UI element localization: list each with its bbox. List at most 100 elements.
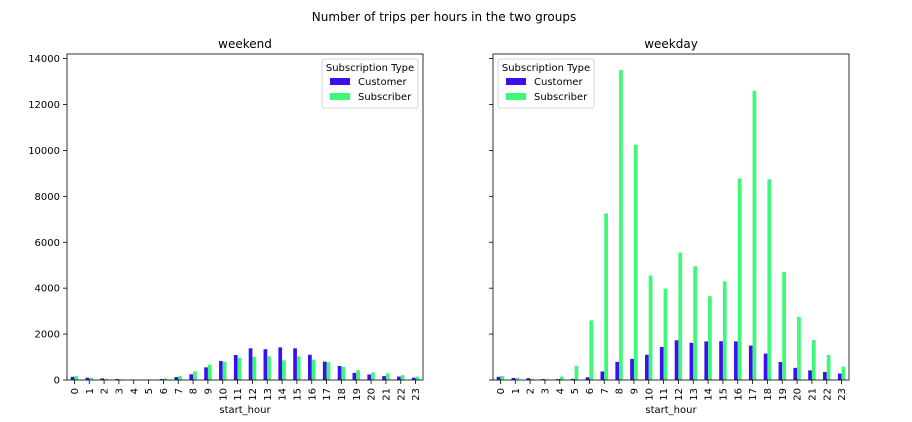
subscriber-bar-12 [252, 356, 257, 380]
axes-frame [492, 53, 850, 381]
customer-bar-17 [322, 361, 327, 380]
subscriber-bar-14 [282, 360, 286, 380]
x-tick-label: 5 [144, 388, 155, 394]
subscriber-bar-12 [678, 252, 683, 380]
subscriber-bar-2 [104, 378, 108, 380]
subscriber-bar-13 [693, 266, 697, 380]
x-axis-label: start_hour [645, 405, 697, 416]
x-tick-label: 15 [718, 388, 729, 401]
customer-bar-21 [382, 376, 386, 380]
legend: Subscription Type Customer Subscriber [497, 58, 595, 109]
customer-bar-7 [174, 377, 179, 380]
subscriber-bar-10 [222, 361, 227, 380]
subscriber-bar-17 [752, 90, 757, 380]
x-tick-label: 23 [837, 388, 848, 401]
subscriber-bar-9 [633, 144, 638, 380]
x-tick-label: 0 [70, 388, 81, 394]
subscriber-bar-10 [648, 275, 653, 380]
x-tick-label: 19 [352, 388, 363, 401]
x-tick-label: 4 [129, 388, 140, 394]
customer-bar-8 [189, 374, 194, 380]
customer-bar-10 [219, 360, 223, 380]
customer-bar-17 [748, 345, 753, 380]
x-tick-label: 6 [159, 388, 170, 394]
subscriber-bar-4 [559, 376, 564, 380]
customer-bar-23 [411, 377, 416, 380]
legend-label-customer: Customer [358, 77, 407, 88]
x-tick-label: 19 [778, 388, 789, 401]
subscriber-bar-22 [826, 354, 831, 380]
x-tick-label: 18 [337, 388, 348, 401]
y-tick-label: 4000 [35, 284, 60, 295]
customer-bar-19 [352, 372, 357, 380]
y-tick-label: 8000 [35, 192, 60, 203]
customer-bar-2 [100, 378, 105, 380]
x-tick-label: 14 [278, 388, 289, 401]
x-tick-label: 8 [615, 388, 626, 394]
customer-bar-1 [511, 377, 516, 380]
customer-bar-20 [793, 367, 798, 380]
subscriber-bar-1 [89, 377, 93, 380]
customer-bar-16 [734, 341, 738, 380]
weekend-chart: weekend 0 2000 4000 6000 8000 10000 12000 14000 0… [28, 37, 424, 416]
x-tick-label: 9 [629, 388, 640, 394]
x-tick-label: 10 [644, 388, 655, 401]
subscriber-bar-13 [267, 356, 271, 380]
x-tick-label: 8 [189, 388, 200, 394]
subscriber-bar-8 [619, 70, 623, 380]
legend-swatch-subscriber [506, 93, 526, 100]
customer-bar-12 [248, 348, 253, 380]
subscriber-bar-16 [311, 359, 316, 380]
customer-bar-23 [837, 373, 842, 380]
customer-bar-11 [233, 354, 238, 380]
subscriber-bar-23 [841, 366, 846, 380]
subscriber-bar-21 [811, 340, 816, 380]
customer-bar-13 [263, 349, 268, 380]
subscriber-bar-11 [663, 288, 668, 380]
customer-bar-2 [526, 378, 531, 380]
subscriber-bar-5 [574, 365, 579, 380]
customer-bar-8 [615, 361, 620, 380]
subscriber-bar-20 [371, 372, 375, 380]
x-tick-label: 13 [689, 388, 700, 401]
x-tick-label: 5 [570, 388, 581, 394]
customer-bar-9 [630, 358, 634, 380]
customer-bar-22 [397, 376, 401, 380]
customer-bar-13 [689, 342, 694, 380]
subscriber-bar-8 [193, 371, 197, 380]
y-tick-label: 10000 [28, 146, 60, 157]
x-axis-label: start_hour [219, 405, 271, 416]
x-tick-label: 7 [600, 388, 611, 394]
x-tick-label: 11 [659, 388, 670, 401]
x-tick-label: 21 [381, 388, 392, 401]
customer-bar-14 [704, 341, 709, 380]
customer-bar-7 [600, 371, 605, 380]
x-tick-label: 2 [100, 388, 111, 394]
legend-title: Subscription Type [502, 63, 590, 74]
legend-label-subscriber: Subscriber [534, 92, 588, 103]
customer-bar-21 [808, 370, 812, 380]
customer-bar-0 [70, 376, 75, 380]
x-tick-label: 1 [511, 388, 522, 394]
customer-bar-12 [674, 340, 679, 380]
y-tick-label: 14000 [28, 54, 60, 65]
customer-bar-6 [159, 379, 164, 380]
subplot-title: weekend [218, 37, 272, 51]
subscriber-bar-17 [326, 362, 331, 380]
customer-bar-3 [541, 379, 545, 380]
x-tick-label: 20 [793, 388, 804, 401]
x-tick-label: 9 [203, 388, 214, 394]
subplot-title: weekday [644, 37, 698, 51]
customer-bar-9 [204, 367, 208, 380]
subscriber-bar-0 [74, 376, 79, 380]
x-tick-label: 17 [322, 388, 333, 401]
x-tick-label: 15 [292, 388, 303, 401]
subscriber-bar-20 [797, 316, 801, 380]
subscriber-bar-22 [400, 375, 405, 380]
legend-title: Subscription Type [326, 63, 414, 74]
customer-bar-1 [85, 377, 90, 380]
subscriber-bar-11 [237, 357, 242, 380]
x-tick-label: 10 [218, 388, 229, 401]
axes-frame [66, 53, 424, 381]
x-tick-label: 22 [396, 388, 407, 401]
